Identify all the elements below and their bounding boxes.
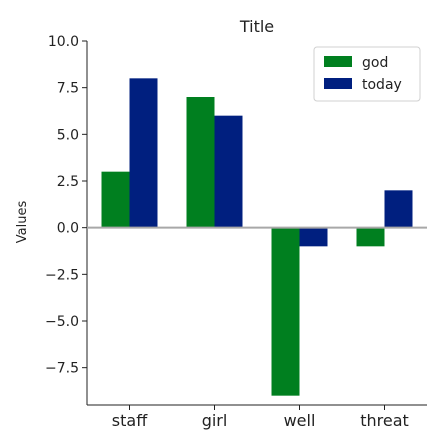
y-tick-label: 2.5: [57, 174, 79, 190]
bar-today-well: [299, 227, 328, 247]
legend-label-god: god: [362, 55, 388, 71]
legend: god today: [313, 46, 421, 102]
bar-today-girl: [214, 115, 243, 228]
x-tick-label: staff: [112, 411, 148, 430]
bar-god-threat: [356, 227, 385, 247]
y-tick-label: 7.5: [57, 81, 79, 97]
legend-swatch-god: [324, 56, 352, 67]
y-tick-label: 0.0: [57, 221, 79, 237]
bar-god-well: [271, 227, 300, 396]
bar-today-staff: [129, 78, 158, 228]
plot-area: 10.0 7.5 5.0 2.5 0.0 −2.5 −5.0 −7.5 staff girl wel…: [45, 34, 427, 430]
y-axis-label: Values: [15, 201, 30, 244]
chart-title: Title: [239, 17, 274, 36]
y-tick-label: −7.5: [45, 361, 79, 377]
x-tick-label: girl: [202, 411, 228, 430]
legend-label-today: today: [362, 77, 402, 93]
bar-god-staff: [101, 171, 130, 228]
y-tick-label: −5.0: [45, 314, 79, 330]
bar-god-girl: [186, 97, 215, 228]
x-tick-label: well: [284, 411, 316, 430]
legend-swatch-today: [324, 78, 352, 89]
bar-today-threat: [384, 190, 413, 228]
y-tick-label: −2.5: [45, 267, 79, 283]
x-tick-label: threat: [360, 411, 409, 430]
y-tick-label: 10.0: [48, 34, 79, 50]
y-tick-label: 5.0: [57, 127, 79, 143]
